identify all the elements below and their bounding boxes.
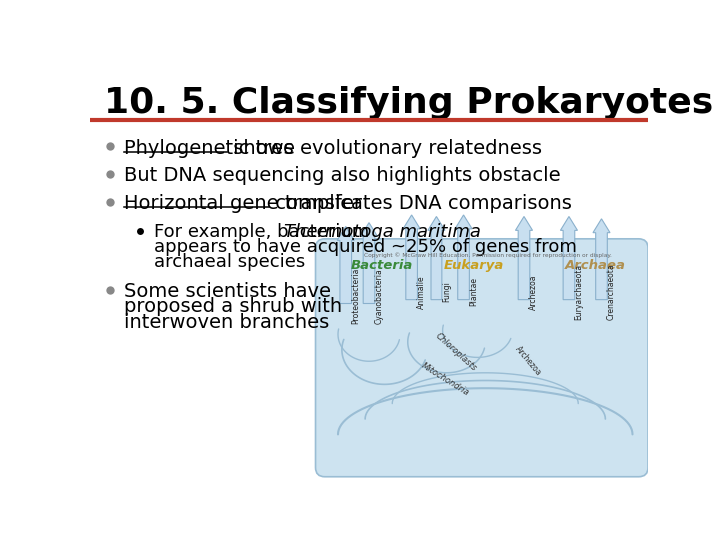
- Text: Proteobacteria: Proteobacteria: [351, 268, 360, 324]
- FancyArrow shape: [361, 222, 377, 303]
- Text: Archezoa: Archezoa: [513, 344, 543, 377]
- FancyArrow shape: [593, 219, 610, 300]
- FancyArrow shape: [337, 226, 354, 303]
- Text: shows evolutionary relatedness: shows evolutionary relatedness: [227, 139, 542, 158]
- FancyArrow shape: [428, 217, 445, 300]
- Text: Euryarchaeota: Euryarchaeota: [575, 264, 583, 320]
- Text: Some scientists have: Some scientists have: [124, 282, 331, 301]
- Text: Archaea: Archaea: [565, 259, 626, 272]
- Text: Thermotoga maritima: Thermotoga maritima: [284, 224, 480, 241]
- Text: Fungi: Fungi: [442, 281, 451, 302]
- Text: complicates DNA comparisons: complicates DNA comparisons: [269, 194, 572, 213]
- FancyArrow shape: [560, 217, 577, 300]
- Text: 10. 5. Classifying Prokaryotes: 10. 5. Classifying Prokaryotes: [104, 86, 714, 120]
- Text: interwoven branches: interwoven branches: [124, 313, 329, 332]
- Text: Copyright © McGraw Hill Education. Permission required for reproduction or displ: Copyright © McGraw Hill Education. Permi…: [364, 253, 611, 258]
- Text: For example, bacterium: For example, bacterium: [153, 224, 374, 241]
- Text: proposed a shrub with: proposed a shrub with: [124, 298, 342, 316]
- Text: But DNA sequencing also highlights obstacle: But DNA sequencing also highlights obsta…: [124, 166, 561, 185]
- Text: Horizontal gene transfer: Horizontal gene transfer: [124, 194, 362, 213]
- Text: appears to have acquired ~25% of genes from: appears to have acquired ~25% of genes f…: [153, 238, 577, 256]
- Text: Cyanobacteria: Cyanobacteria: [374, 268, 384, 323]
- Text: Phylogenetic tree: Phylogenetic tree: [124, 139, 295, 158]
- FancyArrow shape: [455, 215, 472, 300]
- Text: Crenarchaeota: Crenarchaeota: [607, 264, 616, 320]
- Text: Plantae: Plantae: [469, 278, 478, 307]
- Text: archaeal species: archaeal species: [153, 253, 305, 271]
- FancyArrow shape: [403, 215, 420, 300]
- FancyArrow shape: [516, 217, 533, 300]
- Text: Animalie: Animalie: [417, 275, 426, 309]
- Text: Eukarya: Eukarya: [444, 259, 504, 272]
- Text: Bacteria: Bacteria: [351, 259, 413, 272]
- Text: Chloroplasts: Chloroplasts: [433, 332, 478, 373]
- FancyBboxPatch shape: [315, 239, 648, 477]
- Text: Archezoa: Archezoa: [529, 274, 539, 310]
- Text: Mitochondria: Mitochondria: [420, 361, 472, 398]
